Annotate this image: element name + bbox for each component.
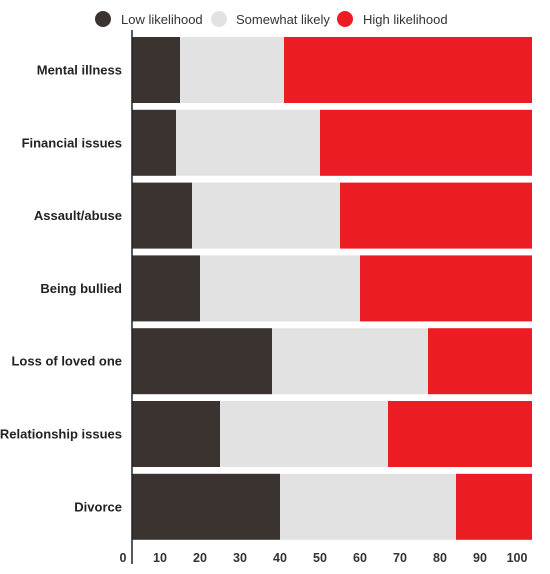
legend-label-low-likelihood: Low likelihood (121, 12, 203, 27)
bar-financial-issues-low-likelihood (132, 109, 176, 176)
bar-mental-illness-high-likelihood (284, 37, 532, 103)
bar-row-divorce (132, 473, 532, 540)
legend-swatch-low-likelihood (95, 11, 111, 27)
bar-financial-issues-high-likelihood (320, 109, 532, 176)
bar-row-financial-issues (132, 109, 532, 176)
category-label-mental-illness: Mental illness (37, 63, 122, 78)
legend-swatch-high-likelihood (337, 11, 353, 27)
bar-being-bullied-somewhat-likely (200, 255, 360, 322)
x-tick-70: 70 (393, 551, 407, 565)
category-label-divorce: Divorce (74, 499, 122, 514)
bar-relationship-issues-high-likelihood (388, 401, 532, 467)
x-tick-10: 10 (153, 551, 167, 565)
legend-item-high-likelihood: High likelihood (337, 11, 448, 27)
bar-row-assault-abuse (132, 182, 532, 249)
bar-row-loss-of-loved-one (132, 328, 532, 395)
bar-row-relationship-issues (132, 401, 532, 467)
bar-assault-abuse-low-likelihood (132, 182, 192, 249)
x-tick-labels: 0 10 20 30 40 50 60 70 80 90 100 (120, 551, 528, 565)
x-tick-50: 50 (313, 551, 327, 565)
category-label-financial-issues: Financial issues (22, 135, 122, 150)
bar-assault-abuse-high-likelihood (340, 182, 532, 249)
category-label-relationship-issues: Relationship issues (0, 427, 122, 442)
legend-item-somewhat-likely: Somewhat likely (211, 11, 330, 27)
x-tick-30: 30 (233, 551, 247, 565)
bar-loss-of-loved-one-somewhat-likely (272, 328, 428, 395)
bar-divorce-somewhat-likely (280, 473, 456, 540)
bar-mental-illness-somewhat-likely (180, 37, 284, 103)
x-tick-90: 90 (473, 551, 487, 565)
x-tick-0: 0 (120, 551, 127, 565)
bar-row-mental-illness (132, 37, 532, 103)
x-tick-40: 40 (273, 551, 287, 565)
bar-financial-issues-somewhat-likely (176, 109, 320, 176)
bar-mental-illness-low-likelihood (132, 37, 180, 103)
category-label-loss-of-loved-one: Loss of loved one (11, 354, 122, 369)
category-label-assault-abuse: Assault/abuse (34, 208, 122, 223)
bar-relationship-issues-somewhat-likely (220, 401, 388, 467)
bars-group (132, 37, 532, 540)
bar-divorce-high-likelihood (456, 473, 532, 540)
bar-being-bullied-low-likelihood (132, 255, 200, 322)
bar-divorce-low-likelihood (132, 473, 280, 540)
bar-assault-abuse-somewhat-likely (192, 182, 340, 249)
x-tick-60: 60 (353, 551, 367, 565)
legend-swatch-somewhat-likely (211, 11, 227, 27)
legend-label-somewhat-likely: Somewhat likely (236, 12, 330, 27)
bar-being-bullied-high-likelihood (360, 255, 532, 322)
category-label-being-bullied: Being bullied (40, 281, 122, 296)
bar-row-being-bullied (132, 255, 532, 322)
chart-legend: Low likelihood Somewhat likely High likeli… (95, 11, 448, 27)
x-tick-100: 100 (507, 551, 528, 565)
legend-item-low-likelihood: Low likelihood (95, 11, 203, 27)
x-tick-20: 20 (193, 551, 207, 565)
x-tick-80: 80 (433, 551, 447, 565)
legend-label-high-likelihood: High likelihood (363, 12, 448, 27)
bar-loss-of-loved-one-high-likelihood (428, 328, 532, 395)
category-labels: Mental illness Financial issues Assault/ab… (0, 63, 122, 515)
bar-loss-of-loved-one-low-likelihood (132, 328, 272, 395)
bar-relationship-issues-low-likelihood (132, 401, 220, 467)
